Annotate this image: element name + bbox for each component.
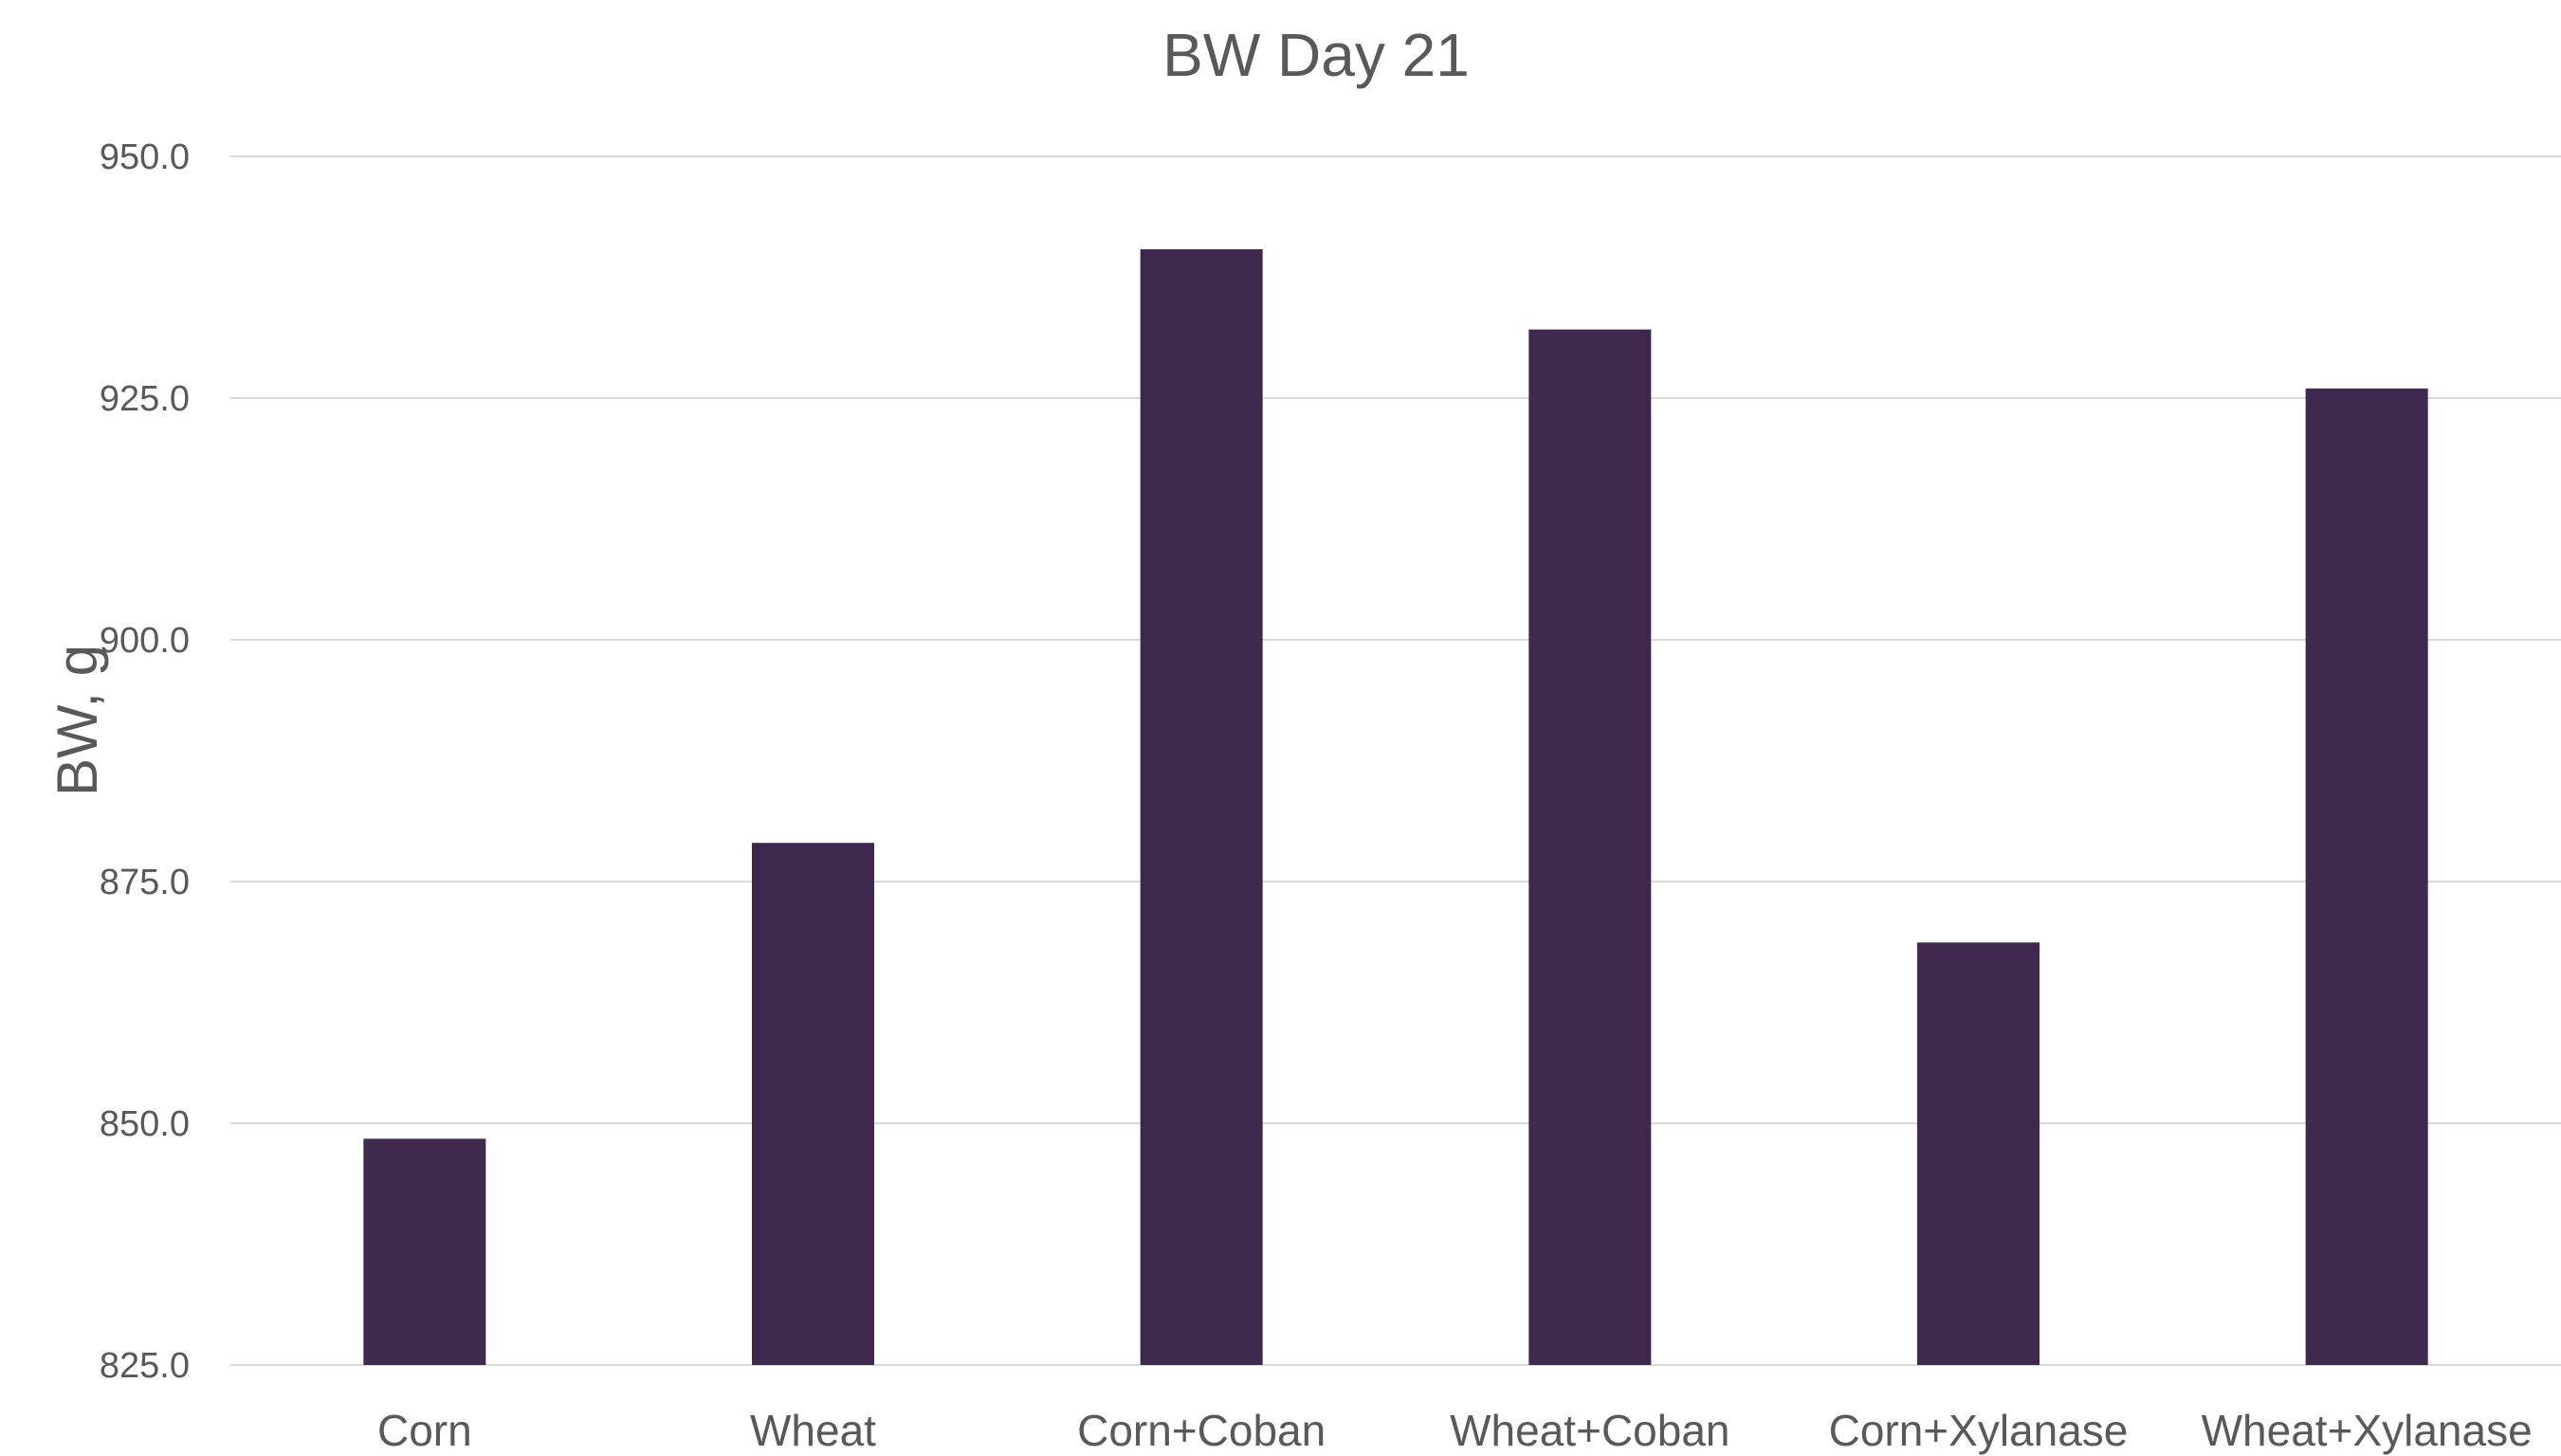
x-category-label: Wheat xyxy=(750,1406,876,1455)
x-category-label: Wheat+Xylanase xyxy=(2202,1406,2533,1455)
y-axis-tick-labels: 825.0 850.0 875.0 900.0 925.0 950.0 xyxy=(100,137,190,1386)
x-category-label: Wheat+Coban xyxy=(1450,1406,1729,1455)
bars xyxy=(363,248,2428,1366)
gridlines xyxy=(230,155,2561,1366)
bar xyxy=(2305,388,2428,1365)
y-tick-label: 900.0 xyxy=(100,621,190,661)
y-tick-label: 950.0 xyxy=(100,137,190,177)
chart-title: BW Day 21 xyxy=(1162,21,1470,89)
bar xyxy=(1140,248,1263,1365)
bar xyxy=(752,843,874,1365)
x-axis-category-labels: Corn Wheat Corn+Coban Wheat+Coban Corn+Xylan… xyxy=(377,1406,2533,1455)
y-tick-label: 850.0 xyxy=(100,1104,190,1144)
bar xyxy=(1528,329,1652,1366)
bar xyxy=(1917,942,2040,1365)
x-category-label: Corn xyxy=(377,1406,472,1455)
y-tick-label: 825.0 xyxy=(100,1346,190,1386)
bar xyxy=(363,1138,486,1365)
y-axis-title: BW, g xyxy=(46,645,109,796)
y-tick-label: 875.0 xyxy=(100,863,190,902)
x-category-label: Corn+Xylanase xyxy=(1829,1406,2129,1455)
y-tick-label: 925.0 xyxy=(100,379,190,419)
x-category-label: Corn+Coban xyxy=(1077,1406,1326,1455)
